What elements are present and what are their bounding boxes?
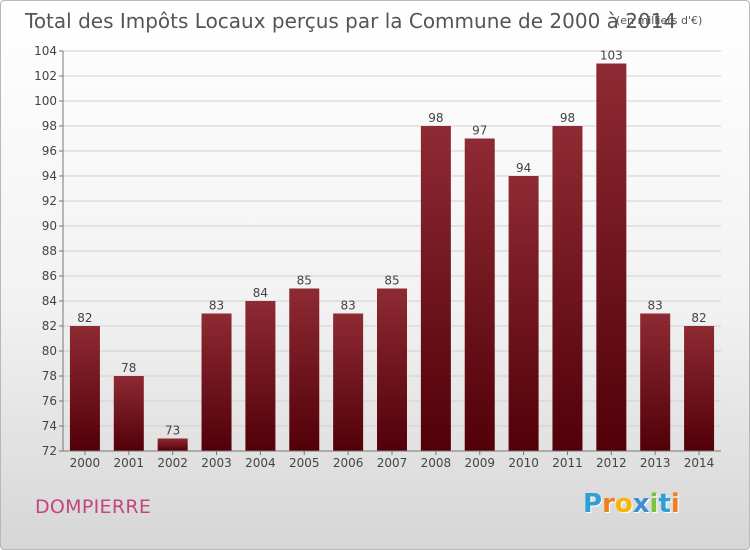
bar-2005 (289, 288, 320, 451)
x-tick-label-2009: 2009 (464, 456, 495, 470)
value-label-2009: 97 (472, 124, 487, 138)
logo-letter: o (614, 489, 633, 519)
y-tick-label: 98 (42, 119, 57, 133)
value-label-2013: 83 (648, 299, 663, 313)
y-tick-label: 74 (42, 419, 57, 433)
x-tick-label-2004: 2004 (245, 456, 276, 470)
logo-letter: P (583, 489, 603, 519)
logo-letter: r (602, 489, 615, 519)
value-label-2002: 73 (165, 424, 180, 438)
bar-2007 (377, 288, 407, 451)
x-tick-label-2006: 2006 (333, 456, 364, 470)
value-label-2003: 83 (209, 299, 224, 313)
value-label-2010: 94 (516, 161, 531, 175)
y-tick-label: 82 (42, 319, 57, 333)
logo-letter: t (658, 489, 671, 519)
y-tick-label: 104 (34, 44, 57, 58)
y-tick-label: 76 (42, 394, 57, 408)
x-tick-label-2005: 2005 (289, 456, 320, 470)
x-tick-label-2010: 2010 (508, 456, 539, 470)
bar-2010 (508, 176, 539, 451)
y-tick-label: 96 (42, 144, 57, 158)
bar-2006 (333, 313, 364, 451)
value-label-2011: 98 (560, 111, 575, 125)
bar-2014 (684, 326, 715, 451)
x-tick-label-2002: 2002 (157, 456, 188, 470)
bar-2013 (640, 313, 671, 451)
value-label-2000: 82 (77, 311, 92, 325)
value-label-2005: 85 (297, 274, 312, 288)
y-tick-label: 86 (42, 269, 57, 283)
value-label-2004: 84 (253, 286, 268, 300)
bar-2000 (69, 326, 100, 451)
chart-title: Total des Impôts Locaux perçus par la Co… (24, 9, 676, 33)
x-tick-label-2012: 2012 (596, 456, 627, 470)
chart-unit: (en milliers d'€) (616, 14, 702, 27)
proxiti-logo[interactable]: Proxiti (583, 489, 680, 519)
value-label-2014: 82 (691, 311, 706, 325)
y-tick-label: 92 (42, 194, 57, 208)
bar-2012 (596, 63, 627, 451)
commune-name: DOMPIERRE (35, 496, 152, 518)
bar-2011 (552, 126, 583, 451)
bar-2002 (157, 438, 188, 451)
y-tick-label: 88 (42, 244, 57, 258)
x-tick-label-2013: 2013 (640, 456, 671, 470)
logo-letter: x (632, 489, 650, 519)
y-tick-label: 94 (42, 169, 57, 183)
x-tick-label-2000: 2000 (70, 456, 101, 470)
x-tick-label-2001: 2001 (114, 456, 145, 470)
value-label-2008: 98 (428, 111, 443, 125)
y-tick-label: 90 (42, 219, 57, 233)
y-tick-label: 72 (42, 444, 57, 458)
value-label-2012: 103 (600, 49, 623, 63)
x-tick-label-2008: 2008 (421, 456, 452, 470)
x-tick-label-2014: 2014 (684, 456, 715, 470)
x-tick-label-2007: 2007 (377, 456, 408, 470)
bar-2004 (245, 301, 276, 451)
y-tick-label: 100 (34, 94, 57, 108)
logo-letter: i (670, 489, 680, 519)
bar-2008 (420, 126, 451, 451)
x-axis: 2000 2001 2002 2003 2004 2005 2006 2007 2008 2009… (63, 450, 721, 470)
logo-letter: i (649, 489, 659, 519)
value-label-2007: 85 (384, 274, 399, 288)
value-label-2001: 78 (121, 361, 136, 375)
bar-2001 (113, 376, 144, 451)
y-tick-label: 102 (34, 69, 57, 83)
y-axis: 72 74 76 78 80 82 84 86 88 90 92 94 96 98 100 102 104 (34, 44, 64, 458)
bar-2003 (201, 313, 232, 451)
bars: 82 78 73 83 84 85 83 85 98 97 94 98 103 83 82 (69, 49, 715, 451)
x-tick-label-2011: 2011 (552, 456, 583, 470)
x-tick-label-2003: 2003 (201, 456, 232, 470)
y-tick-label: 78 (42, 369, 57, 383)
y-tick-label: 80 (42, 344, 57, 358)
value-label-2006: 83 (340, 299, 355, 313)
bar-2009 (464, 138, 495, 451)
y-tick-label: 84 (42, 294, 57, 308)
